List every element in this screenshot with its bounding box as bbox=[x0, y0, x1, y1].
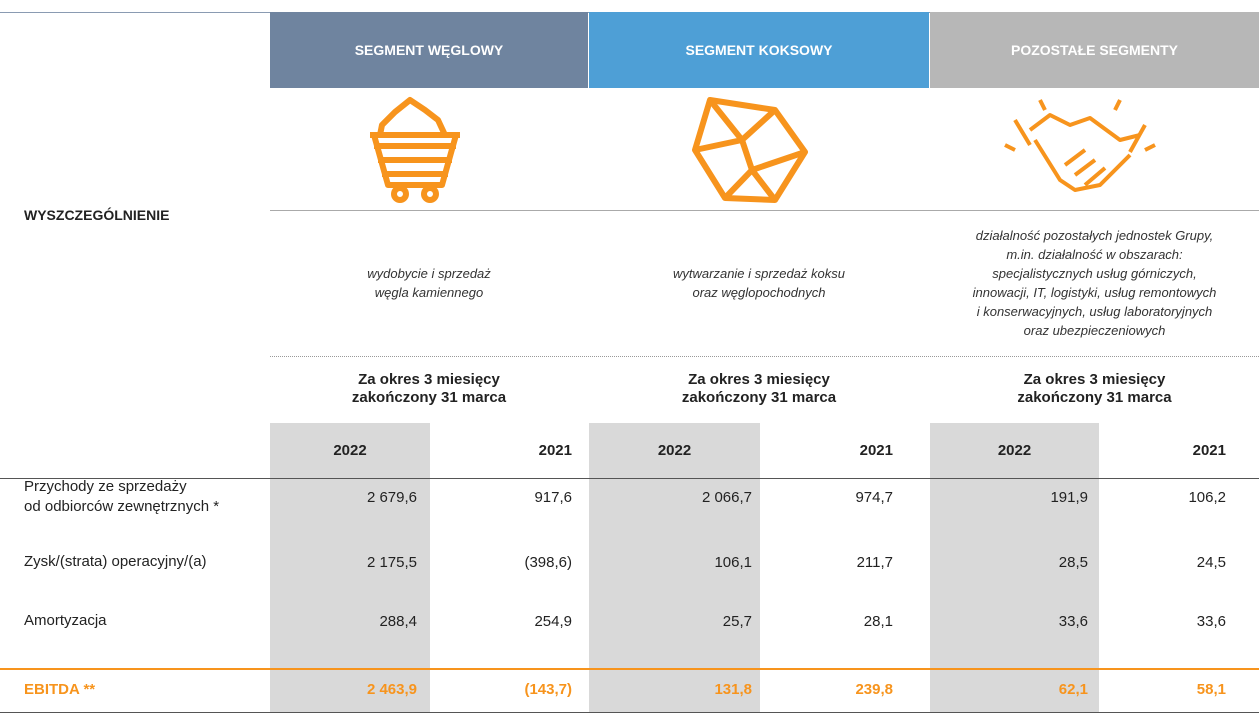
cell-value: 25,7 bbox=[722, 613, 752, 630]
cell-value: (398,6) bbox=[524, 554, 572, 571]
cell-value: 211,7 bbox=[856, 554, 893, 571]
row-label: Zysk/(strata) operacyjny/(a) bbox=[24, 553, 207, 570]
cell-value: 2 066,7 bbox=[701, 489, 752, 506]
rule bbox=[270, 356, 1259, 357]
rule bbox=[270, 210, 1259, 211]
total-value: 131,8 bbox=[714, 681, 752, 698]
coal-cart-icon bbox=[370, 97, 460, 203]
segment-description: działalność pozostałych jednostek Grupy, bbox=[975, 228, 1214, 243]
cell-value: 917,6 bbox=[534, 489, 572, 506]
segment-description: wytwarzanie i sprzedaż koksu bbox=[673, 266, 845, 281]
year-label: 2021 bbox=[859, 442, 893, 459]
icons bbox=[370, 97, 1156, 203]
total-value: 62,1 bbox=[1058, 681, 1088, 698]
segment-header: SEGMENT WĘGLOWY bbox=[270, 12, 588, 88]
period-label: zakończony 31 marca bbox=[1017, 389, 1172, 406]
total-value: 2 463,9 bbox=[366, 681, 417, 698]
cell-value: 2 175,5 bbox=[366, 554, 417, 571]
period-label: Za okres 3 miesięcy bbox=[358, 371, 500, 388]
segment-description: innowacji, IT, logistyki, usług remontow… bbox=[972, 285, 1217, 300]
segment-description: wydobycie i sprzedaż bbox=[367, 266, 491, 281]
total-value: 239,8 bbox=[855, 681, 893, 698]
cell-value: 24,5 bbox=[1196, 554, 1226, 571]
segment-header: SEGMENT KOKSOWY bbox=[589, 12, 929, 88]
period-label: zakończony 31 marca bbox=[681, 389, 837, 406]
year-label: 2022 bbox=[997, 442, 1032, 459]
rule bbox=[0, 478, 1259, 479]
period-label: zakończony 31 marca bbox=[351, 389, 507, 406]
handshake-icon bbox=[1004, 99, 1156, 192]
coke-icon bbox=[692, 97, 808, 203]
cell-value: 2 679,6 bbox=[366, 489, 417, 506]
period-label: Za okres 3 miesięcy bbox=[1023, 371, 1166, 388]
rule bbox=[0, 668, 1259, 670]
segment-description: oraz węglopochodnych bbox=[692, 285, 826, 300]
cell-value: 254,9 bbox=[534, 613, 572, 630]
column-shade bbox=[930, 423, 1099, 712]
year-label: 2022 bbox=[333, 442, 367, 459]
row-label: Amortyzacja bbox=[24, 612, 107, 629]
row-label: od odbiorców zewnętrznych * bbox=[24, 498, 220, 515]
segment-description: i konserwacyjnych, usług laboratoryjnych bbox=[976, 304, 1213, 319]
total-value: 58,1 bbox=[1196, 681, 1226, 698]
total-label: EBITDA ** bbox=[24, 681, 96, 698]
cell-value: 106,2 bbox=[1188, 489, 1226, 506]
year-label: 2021 bbox=[1192, 442, 1226, 459]
segment-header: POZOSTAŁE SEGMENTY bbox=[930, 12, 1259, 88]
period-label: Za okres 3 miesięcy bbox=[688, 371, 830, 388]
column-shade bbox=[270, 423, 430, 712]
segment-description: oraz ubezpieczeniowych bbox=[1023, 323, 1166, 338]
segment-description: specjalistycznych usług górniczych, bbox=[992, 266, 1197, 281]
row-label: Przychody ze sprzedaży bbox=[24, 478, 187, 495]
column-shade bbox=[589, 423, 760, 712]
cell-value: 106,1 bbox=[714, 554, 752, 571]
total-value: (143,7) bbox=[524, 681, 572, 698]
cell-value: 28,5 bbox=[1058, 554, 1088, 571]
row-header: WYSZCZEGÓLNIENIE bbox=[24, 207, 170, 223]
segment-description: węgla kamiennego bbox=[374, 285, 484, 300]
cell-value: 974,7 bbox=[855, 489, 893, 506]
cell-value: 191,9 bbox=[1050, 489, 1088, 506]
cell-value: 288,4 bbox=[379, 613, 417, 630]
year-label: 2021 bbox=[538, 442, 572, 459]
cell-value: 28,1 bbox=[863, 613, 893, 630]
year-label: 2022 bbox=[657, 442, 692, 459]
cell-value: 33,6 bbox=[1196, 613, 1226, 630]
rule bbox=[0, 712, 1259, 713]
segment-description: m.in. działalność w obszarach: bbox=[1006, 247, 1183, 262]
cell-value: 33,6 bbox=[1058, 613, 1088, 630]
